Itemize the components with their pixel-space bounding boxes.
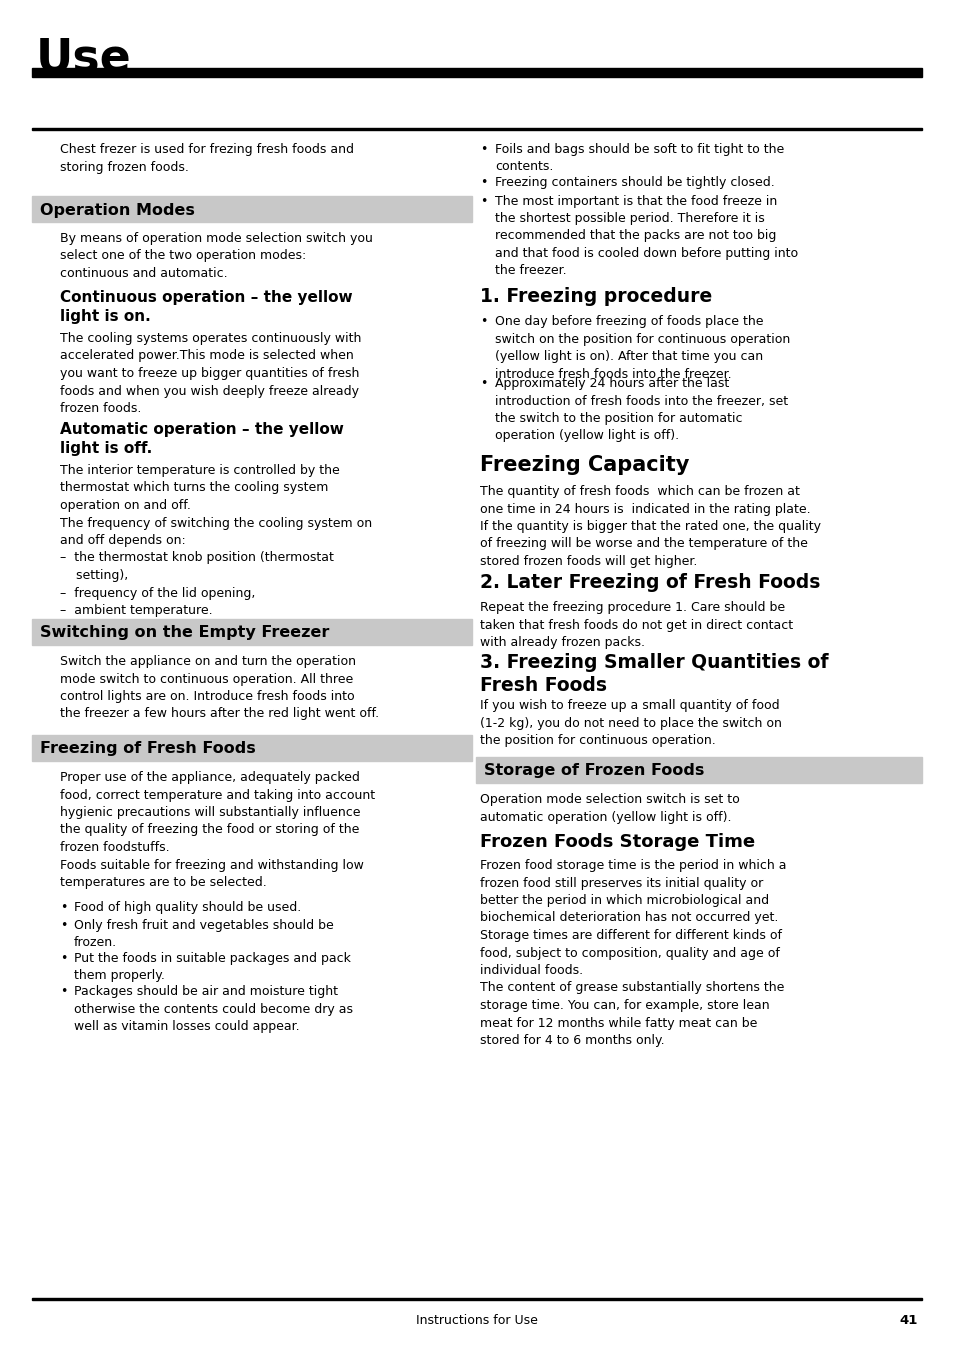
Bar [32,68,921,77]
Text: •: • [60,901,68,915]
Bar [32,619,472,644]
Text: Continuous operation – the yellow
light is on.: Continuous operation – the yellow light … [60,290,353,324]
Bar [32,1298,921,1300]
Text: •: • [60,952,68,965]
Text: Only fresh fruit and vegetables should be
frozen.: Only fresh fruit and vegetables should b… [74,919,334,950]
Text: Operation Modes: Operation Modes [40,203,194,218]
Text: Repeat the freezing procedure 1. Care should be
taken that fresh foods do not ge: Repeat the freezing procedure 1. Care sh… [479,601,792,648]
Text: By means of operation mode selection switch you
select one of the two operation : By means of operation mode selection swi… [60,232,373,280]
Text: •: • [479,377,487,390]
Text: Freezing of Fresh Foods: Freezing of Fresh Foods [40,742,255,757]
Text: One day before freezing of foods place the
switch on the position for continuous: One day before freezing of foods place t… [495,315,789,381]
Bar [32,196,472,222]
Text: •: • [479,195,487,208]
Text: Use: Use [36,36,132,82]
Text: The interior temperature is controlled by the
thermostat which turns the cooling: The interior temperature is controlled b… [60,463,372,617]
Text: 1. Freezing procedure: 1. Freezing procedure [479,286,712,305]
Text: Frozen food storage time is the period in which a
frozen food still preserves it: Frozen food storage time is the period i… [479,859,785,1047]
Text: If you wish to freeze up a small quantity of food
(1-2 kg), you do not need to p: If you wish to freeze up a small quantit… [479,698,781,747]
Text: Operation mode selection switch is set to
automatic operation (yellow light is o: Operation mode selection switch is set t… [479,793,739,824]
Text: 2. Later Freezing of Fresh Foods: 2. Later Freezing of Fresh Foods [479,573,820,592]
Text: The most important is that the food freeze in
the shortest possible period. Ther: The most important is that the food free… [495,195,798,277]
Text: Freezing Capacity: Freezing Capacity [479,455,689,476]
Text: Automatic operation – the yellow
light is off.: Automatic operation – the yellow light i… [60,422,343,455]
Text: •: • [479,143,487,155]
Bar [476,757,921,784]
Text: The cooling systems operates continuously with
accelerated power.This mode is se: The cooling systems operates continuousl… [60,332,361,415]
Text: Chest frezer is used for frezing fresh foods and
storing frozen foods.: Chest frezer is used for frezing fresh f… [60,143,354,173]
Text: The quantity of fresh foods  which can be frozen at
one time in 24 hours is  ind: The quantity of fresh foods which can be… [479,485,821,567]
Text: Frozen Foods Storage Time: Frozen Foods Storage Time [479,834,755,851]
Text: Instructions for Use: Instructions for Use [416,1315,537,1327]
Text: 41: 41 [899,1315,917,1327]
Text: Freezing containers should be tightly closed.: Freezing containers should be tightly cl… [495,176,774,189]
Text: Proper use of the appliance, adequately packed
food, correct temperature and tak: Proper use of the appliance, adequately … [60,771,375,889]
Text: •: • [60,919,68,932]
Text: Storage of Frozen Foods: Storage of Frozen Foods [483,763,703,778]
Text: Switching on the Empty Freezer: Switching on the Empty Freezer [40,626,329,640]
Text: •: • [479,176,487,189]
Text: Switch the appliance on and turn the operation
mode switch to continuous operati: Switch the appliance on and turn the ope… [60,655,378,720]
Bar [32,128,921,130]
Text: Put the foods in suitable packages and pack
them properly.: Put the foods in suitable packages and p… [74,952,351,982]
Text: Foils and bags should be soft to fit tight to the
contents.: Foils and bags should be soft to fit tig… [495,143,783,173]
Text: Packages should be air and moisture tight
otherwise the contents could become dr: Packages should be air and moisture tigh… [74,985,353,1034]
Text: Food of high quality should be used.: Food of high quality should be used. [74,901,301,915]
Text: •: • [479,315,487,328]
Text: 3. Freezing Smaller Quantities of
Fresh Foods: 3. Freezing Smaller Quantities of Fresh … [479,653,827,694]
Bar [32,735,472,761]
Text: Approximately 24 hours after the last
introduction of fresh foods into the freez: Approximately 24 hours after the last in… [495,377,787,443]
Text: •: • [60,985,68,998]
